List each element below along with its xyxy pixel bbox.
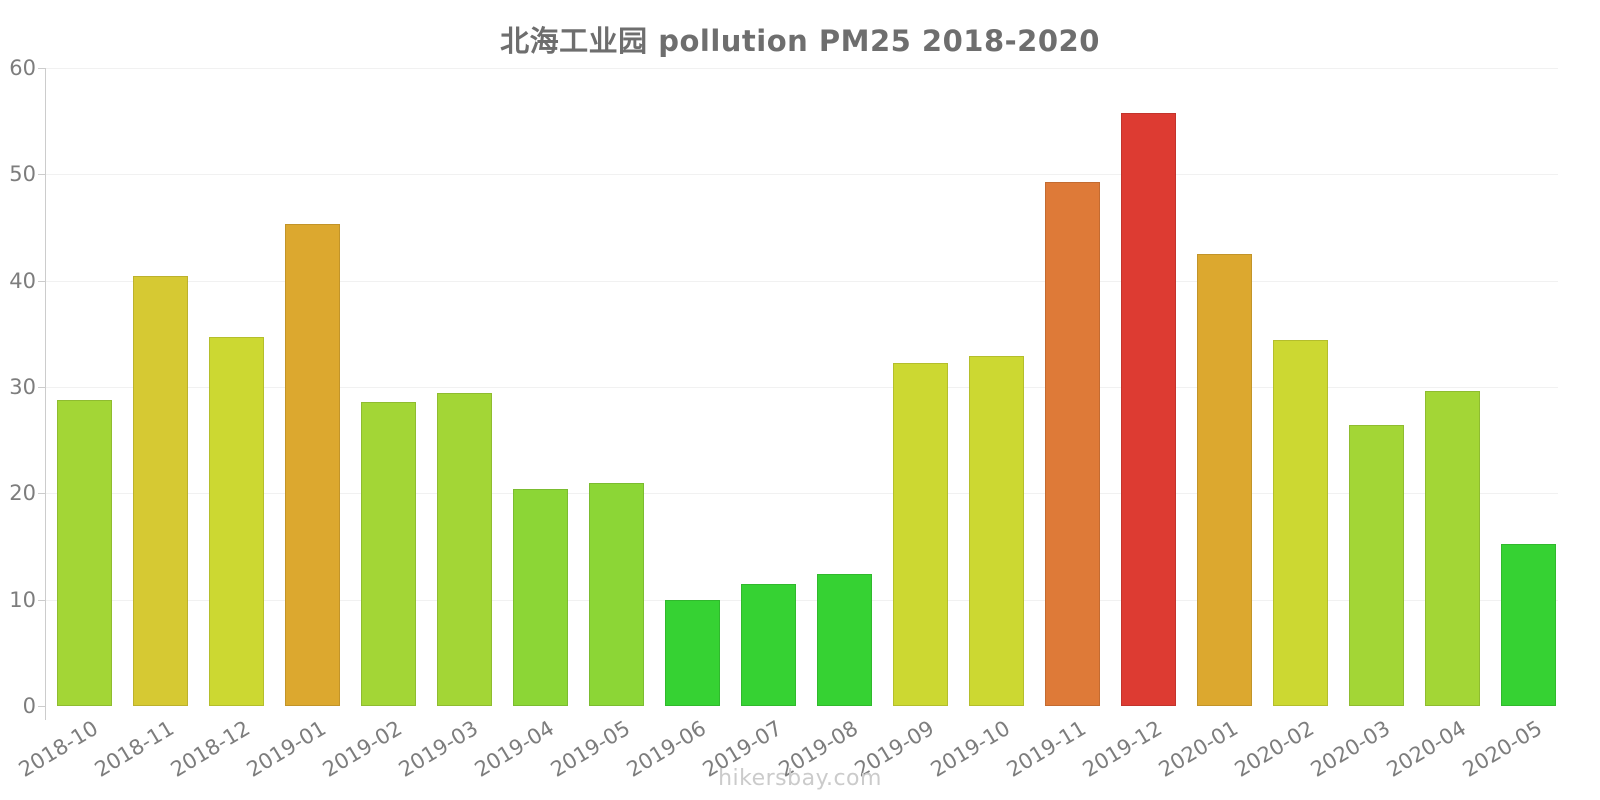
y-tick-60 [38, 68, 45, 69]
y-tick-label-10: 10 [9, 587, 36, 612]
grid-line-20 [46, 493, 1558, 495]
bar-2018-10 [56, 399, 112, 706]
bar-2019-05 [588, 482, 644, 706]
bar-2020-04 [1424, 391, 1480, 706]
bar-2018-12 [208, 337, 264, 706]
grid-line-10 [46, 599, 1558, 601]
bar-2019-07 [740, 583, 796, 706]
bar-2020-02 [1272, 340, 1328, 706]
bar-2019-01 [284, 224, 340, 706]
y-tick-30 [38, 387, 45, 388]
y-tick-20 [38, 493, 45, 495]
y-tick-label-40: 40 [9, 268, 36, 293]
bar-2019-12 [1120, 112, 1176, 706]
watermark-hikersbay: hikersbay.com [718, 766, 882, 791]
bar-2019-09 [892, 362, 948, 706]
grid-line-60 [46, 68, 1558, 69]
y-axis-line [45, 68, 46, 720]
bar-2019-06 [664, 599, 720, 706]
y-tick-10 [38, 599, 45, 601]
bar-2020-01 [1196, 254, 1252, 706]
y-tick-label-20: 20 [9, 481, 36, 506]
y-tick-label-50: 50 [9, 162, 36, 187]
grid-line-40 [46, 280, 1558, 282]
bar-2019-04 [512, 489, 568, 706]
y-tick-40 [38, 280, 45, 282]
y-tick-50 [38, 174, 45, 176]
bar-2020-03 [1348, 425, 1404, 706]
chart-title: 北海工业园 pollution PM25 2018-2020 [500, 24, 1100, 58]
bar-2018-11 [132, 276, 188, 706]
bar-2019-08 [816, 574, 872, 706]
bar-2019-03 [436, 393, 492, 706]
y-tick-label-60: 60 [9, 56, 36, 80]
y-tick-label-0: 0 [22, 694, 36, 718]
bar-2019-02 [360, 401, 416, 706]
bar-2019-10 [968, 356, 1024, 706]
y-tick-label-30: 30 [9, 375, 36, 399]
y-tick-0 [38, 706, 45, 707]
grid-line-30 [46, 387, 1558, 388]
bar-2020-05 [1500, 544, 1556, 706]
grid-line-50 [46, 174, 1558, 176]
bar-2019-11 [1044, 181, 1100, 706]
